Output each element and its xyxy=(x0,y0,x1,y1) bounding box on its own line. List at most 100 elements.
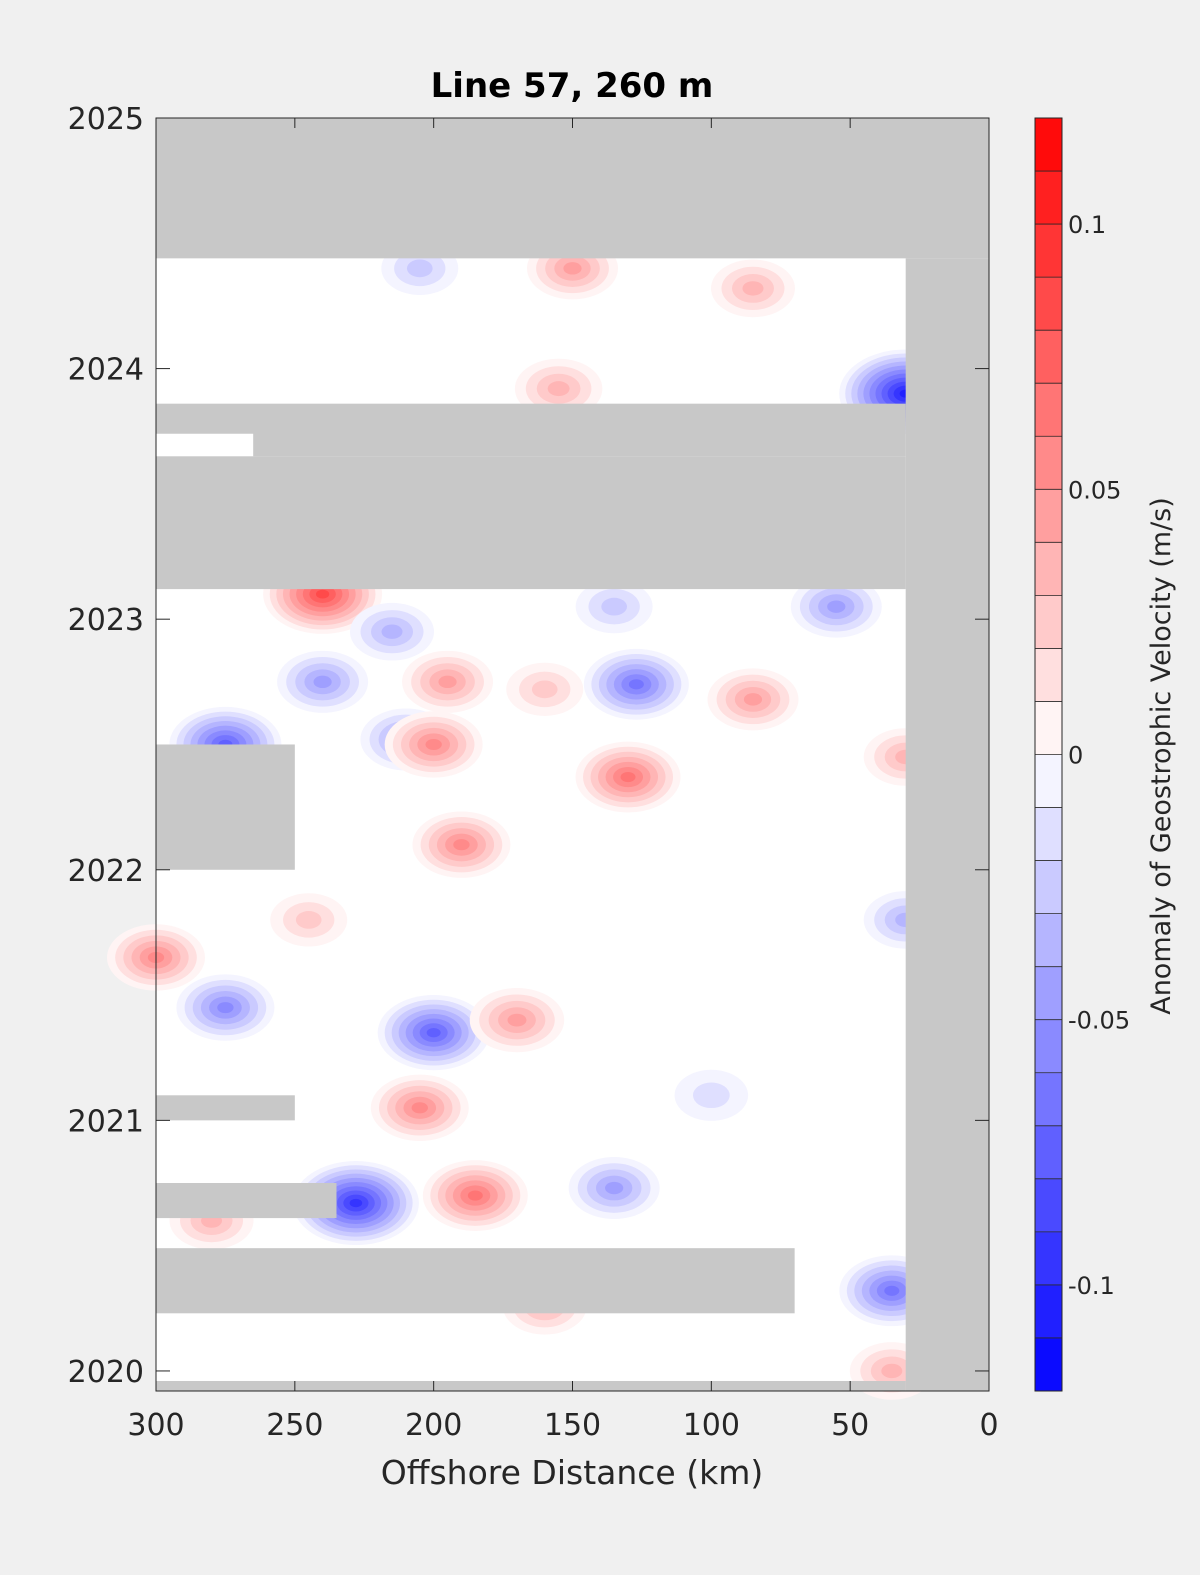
missing-region xyxy=(156,1380,906,1391)
colorbar-level xyxy=(1035,1019,1062,1074)
anomaly-contour xyxy=(884,1285,900,1296)
anomaly-contour xyxy=(743,693,763,706)
anomaly-blob xyxy=(707,668,799,731)
anomaly-contour xyxy=(531,680,558,699)
colorbar-level xyxy=(1035,1178,1062,1233)
anomaly-blob xyxy=(674,1069,749,1121)
missing-region xyxy=(905,258,989,1392)
anomaly-blob xyxy=(384,711,483,778)
anomaly-contour xyxy=(438,675,457,689)
colorbar-frame xyxy=(1034,117,1063,1392)
y-tick-label: 2023 xyxy=(68,603,144,638)
x-axis-label: Offshore Distance (km) xyxy=(381,1453,763,1492)
anomaly-contour xyxy=(507,1013,527,1027)
anomaly-contour xyxy=(742,281,764,296)
colorbar-level xyxy=(1035,224,1062,278)
anomaly-contour xyxy=(620,771,636,783)
colorbar-level xyxy=(1035,860,1062,915)
anomaly-blob xyxy=(350,602,435,661)
anomaly-contour xyxy=(692,1082,730,1109)
missing-region xyxy=(156,744,295,870)
colorbar-level xyxy=(1035,1072,1062,1127)
colorbar-level xyxy=(1035,1231,1062,1286)
anomaly-contour xyxy=(295,911,322,929)
missing-region xyxy=(253,431,906,457)
colorbar-level xyxy=(1035,754,1062,809)
anomaly-blob xyxy=(575,741,681,813)
missing-region xyxy=(156,1183,337,1219)
anomaly-contour xyxy=(628,679,644,690)
anomaly-contour xyxy=(605,1181,624,1195)
anomaly-blob xyxy=(568,1157,660,1220)
colorbar-tick-label: -0.1 xyxy=(1068,1272,1115,1300)
missing-region xyxy=(156,118,989,259)
colorbar-tick-label: 0 xyxy=(1068,742,1083,770)
colorbar-level xyxy=(1035,436,1062,490)
anomaly-blob xyxy=(422,1160,528,1231)
colorbar-level xyxy=(1035,1125,1062,1180)
anomaly-contour xyxy=(411,1102,428,1114)
chart-title: Line 57, 260 m xyxy=(431,66,714,106)
colorbar-level xyxy=(1035,383,1062,437)
anomaly-blob xyxy=(790,575,882,638)
colorbar-level xyxy=(1035,489,1062,543)
anomaly-contour xyxy=(601,597,627,616)
anomaly-contour xyxy=(406,259,433,278)
anomaly-contour xyxy=(349,1198,363,1208)
anomaly-contour xyxy=(217,1002,234,1014)
y-tick-label: 2021 xyxy=(68,1104,144,1139)
anomaly-contour xyxy=(425,738,442,751)
anomaly-blob xyxy=(583,648,689,720)
anomaly-blob xyxy=(575,580,653,634)
x-tick-label: 50 xyxy=(831,1408,869,1443)
colorbar-level xyxy=(1035,277,1062,331)
x-tick-label: 200 xyxy=(405,1408,462,1443)
anomaly-blob xyxy=(514,358,603,419)
colorbar-level xyxy=(1035,118,1062,172)
anomaly-blob xyxy=(270,893,348,947)
anomaly-blob xyxy=(710,259,795,318)
x-tick-label: 250 xyxy=(266,1408,323,1443)
colorbar-level xyxy=(1035,966,1062,1021)
anomaly-contour xyxy=(313,675,332,689)
anomaly-blob xyxy=(412,811,511,878)
colorbar-tick-label: 0.05 xyxy=(1068,476,1121,504)
anomaly-blob xyxy=(176,974,275,1041)
y-tick-label: 2022 xyxy=(68,854,144,889)
anomaly-blob xyxy=(506,662,584,716)
colorbar-level xyxy=(1035,1284,1062,1339)
y-tick-label: 2025 xyxy=(68,102,144,137)
anomaly-contour xyxy=(547,381,570,397)
colorbar-level xyxy=(1035,913,1062,968)
anomaly-blob xyxy=(277,650,369,713)
colorbar-level xyxy=(1035,542,1062,596)
anomaly-blob xyxy=(377,995,490,1071)
anomaly-contour xyxy=(881,1363,903,1379)
anomaly-field xyxy=(107,237,973,1400)
y-tick-label: 2024 xyxy=(68,353,144,388)
colorbar-level xyxy=(1035,1337,1062,1392)
missing-data xyxy=(156,118,989,1392)
x-tick-label: 300 xyxy=(127,1408,184,1443)
colorbar-tick-label: -0.05 xyxy=(1068,1007,1130,1035)
colorbar-level xyxy=(1035,648,1062,702)
anomaly-contour xyxy=(453,839,470,851)
x-tick-label: 150 xyxy=(544,1408,601,1443)
missing-region xyxy=(156,456,906,590)
anomaly-contour xyxy=(426,1027,441,1038)
colorbar: 0.1 0.05 0 -0.05 -0.1 xyxy=(1034,117,1130,1392)
missing-region xyxy=(156,1095,295,1121)
colorbar-level xyxy=(1035,807,1062,862)
anomaly-blob xyxy=(402,650,494,713)
missing-region xyxy=(156,1248,795,1314)
anomaly-blob xyxy=(370,1074,469,1142)
colorbar-level xyxy=(1035,595,1062,649)
anomaly-blob xyxy=(469,988,565,1053)
colorbar-tick-label: 0.1 xyxy=(1068,211,1106,239)
missing-region xyxy=(156,403,906,434)
colorbar-level xyxy=(1035,330,1062,384)
x-tick-label: 0 xyxy=(979,1408,998,1443)
y-tick-label: 2020 xyxy=(68,1355,144,1390)
colorbar-level xyxy=(1035,701,1062,755)
